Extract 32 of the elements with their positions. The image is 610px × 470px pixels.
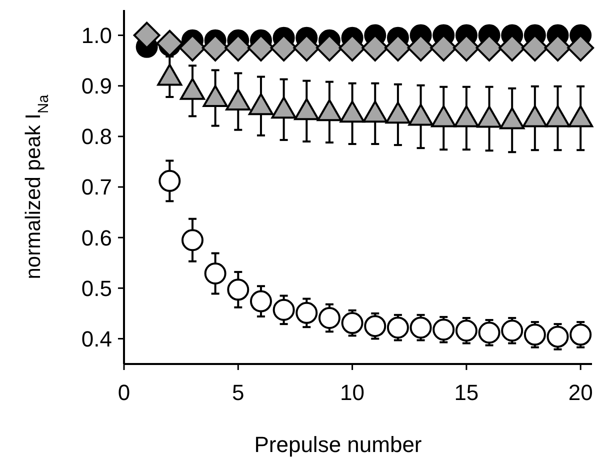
y-tick-label: 0.6 xyxy=(81,225,112,250)
point xyxy=(181,229,204,252)
point xyxy=(364,315,386,338)
x-tick-label: 20 xyxy=(568,380,593,405)
point xyxy=(227,278,250,301)
point xyxy=(250,290,272,312)
y-tick-label: 0.9 xyxy=(81,74,112,99)
point xyxy=(432,318,455,341)
y-tick-label: 0.8 xyxy=(81,124,112,150)
y-tick-label: 1.0 xyxy=(81,22,112,48)
x-tick-label: 10 xyxy=(340,380,365,405)
y-tick-label: 0.5 xyxy=(81,276,112,301)
x-tick-label: 5 xyxy=(232,380,244,405)
point xyxy=(455,320,478,342)
point xyxy=(546,326,569,348)
y-tick-label: 0.7 xyxy=(81,174,112,200)
point xyxy=(524,324,546,346)
point xyxy=(204,262,226,284)
point xyxy=(272,298,295,321)
point xyxy=(410,316,432,339)
point xyxy=(501,320,524,342)
x-tick-label: 15 xyxy=(454,380,479,405)
point xyxy=(478,322,500,344)
point xyxy=(341,312,364,334)
x-tick-label: 0 xyxy=(118,380,130,405)
point xyxy=(158,170,181,192)
x-axis-title: Prepulse number xyxy=(254,432,422,457)
point xyxy=(318,306,340,329)
point xyxy=(296,302,318,324)
y-tick-label: 0.4 xyxy=(81,326,112,352)
point xyxy=(386,316,409,339)
point xyxy=(570,324,592,346)
